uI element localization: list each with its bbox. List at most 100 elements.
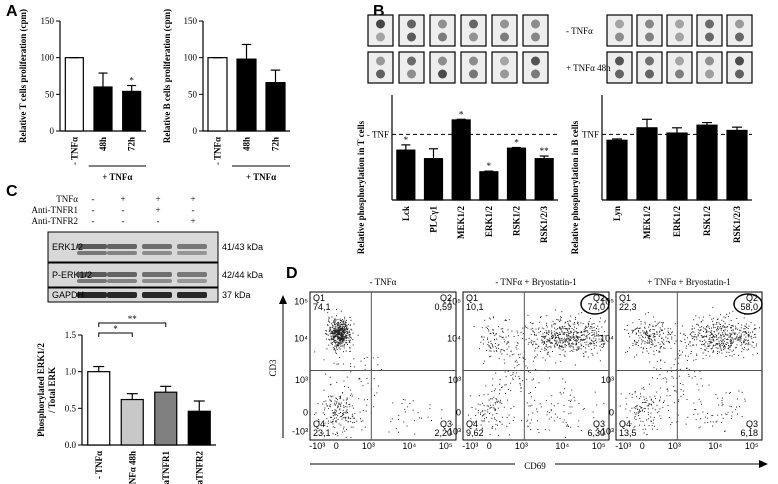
event-dot <box>348 339 350 341</box>
event-dot <box>532 327 534 329</box>
event-dot <box>572 337 574 339</box>
event-dot <box>337 334 339 336</box>
event-dot <box>656 428 658 430</box>
event-dot <box>712 425 714 427</box>
event-dot <box>637 345 639 346</box>
event-dot <box>575 335 577 337</box>
event-dot <box>706 331 708 333</box>
event-dot <box>587 333 589 335</box>
event-dot <box>740 333 742 335</box>
event-dot <box>546 345 548 347</box>
event-dot <box>336 338 338 340</box>
event-dot <box>494 338 495 340</box>
y-tick-label: 0.0 <box>65 440 77 450</box>
x-tick-label: 10⁵ <box>745 441 759 451</box>
event-dot <box>337 323 339 325</box>
event-dot <box>333 321 335 323</box>
event-dot <box>506 342 508 344</box>
event-dot <box>567 341 569 343</box>
event-dot <box>711 327 712 329</box>
event-dot <box>568 343 569 345</box>
event-dot <box>588 321 590 322</box>
event-dot <box>498 434 500 436</box>
event-dot <box>728 324 730 325</box>
quadrant-value: 6,30 <box>587 428 605 438</box>
event-dot <box>344 316 346 318</box>
event-dot <box>505 336 507 338</box>
event-dot <box>576 346 578 348</box>
event-dot <box>690 353 692 355</box>
event-dot <box>360 360 362 362</box>
event-dot <box>699 332 701 334</box>
event-dot <box>345 412 347 414</box>
event-dot <box>746 327 748 328</box>
quadrant-name: Q4 <box>313 419 325 429</box>
event-dot <box>491 406 493 408</box>
event-dot <box>502 331 504 333</box>
event-dot <box>489 332 491 334</box>
event-dot <box>358 378 360 380</box>
event-dot <box>490 318 491 320</box>
event-dot <box>657 412 659 414</box>
event-dot <box>488 341 489 343</box>
quadrant-name: Q2 <box>440 293 452 303</box>
array-spot <box>735 32 744 42</box>
event-dot <box>345 322 347 324</box>
event-dot <box>664 347 666 349</box>
event-dot <box>730 325 732 327</box>
event-dot <box>694 371 696 373</box>
event-dot <box>699 326 701 328</box>
event-dot <box>340 332 342 333</box>
event-dot <box>633 407 635 409</box>
event-dot <box>536 354 538 356</box>
event-dot <box>519 377 521 379</box>
event-dot <box>585 325 587 327</box>
event-dot <box>361 429 363 431</box>
event-dot <box>695 419 697 421</box>
event-dot <box>557 343 558 345</box>
event-dot <box>659 415 661 417</box>
event-dot <box>720 348 722 350</box>
event-dot <box>712 306 714 308</box>
event-dot <box>336 348 338 350</box>
bar <box>636 127 658 201</box>
event-dot <box>660 418 662 420</box>
event-dot <box>550 330 552 332</box>
event-dot <box>568 413 570 415</box>
event-dot <box>527 371 529 373</box>
event-dot <box>338 324 340 326</box>
event-dot <box>356 420 358 422</box>
event-dot <box>714 336 716 338</box>
event-dot <box>334 426 336 428</box>
error-bar <box>241 43 252 60</box>
event-dot <box>635 328 637 330</box>
event-dot <box>723 316 725 318</box>
event-dot <box>551 337 553 339</box>
highlight-circle <box>733 293 763 315</box>
event-dot <box>338 326 340 328</box>
event-dot <box>650 329 652 331</box>
event-dot <box>734 338 736 340</box>
arrow-head <box>279 295 287 304</box>
event-dot <box>561 349 563 351</box>
event-dot <box>346 333 348 335</box>
event-dot <box>718 342 720 344</box>
event-dot <box>642 348 644 350</box>
event-dot <box>344 323 346 325</box>
event-dot <box>577 336 579 338</box>
event-dot <box>518 364 520 365</box>
event-dot <box>354 413 356 415</box>
event-dot <box>733 353 735 355</box>
event-dot <box>324 422 326 424</box>
event-dot <box>501 349 503 350</box>
event-dot <box>483 394 485 396</box>
event-dot <box>576 336 578 338</box>
event-dot <box>725 413 727 415</box>
event-dot <box>349 317 351 318</box>
event-dot <box>345 402 347 404</box>
event-dot <box>512 372 514 374</box>
event-dot <box>653 336 655 338</box>
event-dot <box>542 339 544 341</box>
significance: ** <box>540 146 550 156</box>
event-dot <box>737 338 739 340</box>
